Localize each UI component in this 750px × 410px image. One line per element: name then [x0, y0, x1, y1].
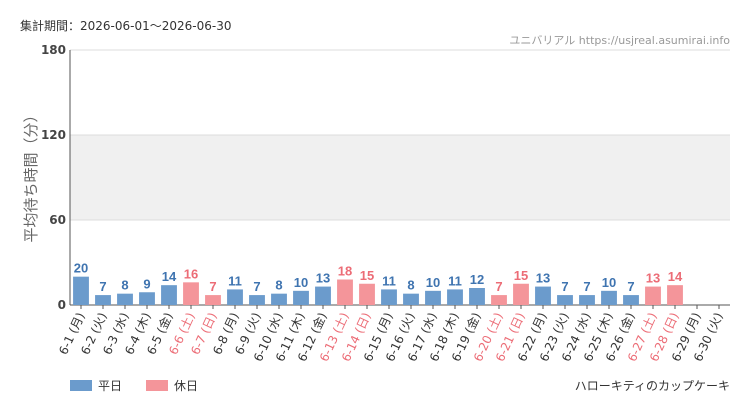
bar [667, 285, 683, 305]
bar [513, 283, 529, 305]
source: ユニバリアル https://usjreal.asumirai.info [509, 34, 730, 47]
value-label: 15 [514, 268, 528, 283]
bar [425, 290, 441, 305]
value-label: 14 [668, 269, 683, 284]
value-label: 7 [253, 279, 260, 294]
value-label: 13 [536, 271, 550, 286]
value-label: 8 [121, 278, 128, 293]
value-label: 8 [275, 278, 282, 293]
y-tick-label: 120 [41, 128, 66, 142]
bar [271, 293, 287, 305]
value-label: 7 [561, 279, 568, 294]
bar [293, 290, 309, 305]
bar [227, 289, 243, 305]
bar [447, 289, 463, 305]
bar [623, 295, 639, 305]
bar [535, 286, 551, 305]
bar [359, 283, 375, 305]
value-label: 10 [294, 275, 308, 290]
bar [337, 279, 353, 305]
value-label: 10 [426, 275, 440, 290]
value-label: 10 [602, 275, 616, 290]
bar [117, 293, 133, 305]
bar [183, 282, 199, 305]
bar [381, 289, 397, 305]
bar [139, 292, 155, 305]
value-label: 13 [316, 271, 330, 286]
value-label: 11 [448, 273, 462, 288]
value-label: 9 [143, 276, 150, 291]
grid-band [70, 135, 730, 220]
bar [161, 285, 177, 305]
bar [249, 295, 265, 305]
value-label: 7 [627, 279, 634, 294]
legend-label: 休日 [174, 379, 198, 393]
y-tick-label: 60 [49, 213, 66, 227]
value-label: 20 [74, 261, 88, 276]
chart-title: 集計期間：2026-06-01～2026-06-30 [20, 18, 231, 33]
legend-label: 平日 [98, 379, 122, 393]
bar [205, 295, 221, 305]
bar [403, 293, 419, 305]
bar [601, 290, 617, 305]
value-label: 7 [495, 279, 502, 294]
y-tick-label: 180 [41, 43, 66, 57]
bar [491, 295, 507, 305]
value-label: 11 [228, 273, 242, 288]
value-label: 18 [338, 264, 352, 279]
value-label: 14 [162, 269, 177, 284]
value-label: 13 [646, 271, 660, 286]
value-label: 7 [99, 279, 106, 294]
bar [73, 276, 89, 305]
bar [557, 295, 573, 305]
value-label: 15 [360, 268, 374, 283]
subtitle: ハローキティのカップケーキ [575, 379, 730, 393]
bar [95, 295, 111, 305]
legend-swatch [146, 380, 168, 391]
value-label: 7 [209, 279, 216, 294]
y-tick-label: 0 [58, 298, 66, 312]
value-label: 12 [470, 272, 484, 287]
value-label: 7 [583, 279, 590, 294]
bar [469, 288, 485, 305]
bar [315, 286, 331, 305]
value-label: 8 [407, 278, 414, 293]
value-label: 16 [184, 266, 198, 281]
legend-swatch [70, 380, 92, 391]
bar [579, 295, 595, 305]
y-axis-label: 平均待ち時間（分） [22, 107, 40, 242]
bar [645, 286, 661, 305]
value-label: 11 [382, 273, 396, 288]
